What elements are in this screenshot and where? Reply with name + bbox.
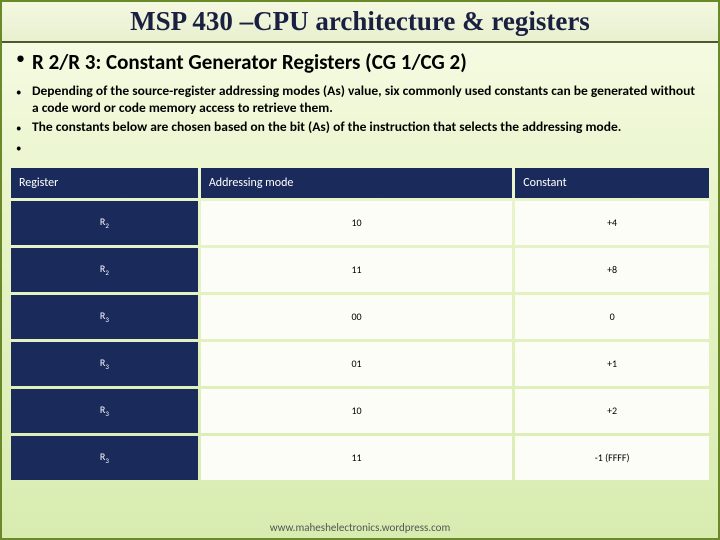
- bullet-icon: •: [16, 139, 32, 157]
- cell-constant: 0: [515, 295, 709, 339]
- cell-register: R3: [11, 295, 198, 339]
- cell-mode: 00: [201, 295, 512, 339]
- cell-constant: -1 (FFFF): [515, 436, 709, 480]
- cell-register: R3: [11, 342, 198, 386]
- cell-mode: 11: [201, 436, 512, 480]
- col-header-mode: Addressing mode: [201, 168, 512, 198]
- footer-url: www.maheshelectronics.wordpress.com: [2, 521, 718, 534]
- bullet-row-empty: •: [16, 139, 704, 157]
- bullet-icon: •: [16, 49, 32, 67]
- cell-constant: +2: [515, 389, 709, 433]
- table-row: R3 01 +1: [11, 342, 709, 386]
- cell-mode: 11: [201, 248, 512, 292]
- table-row: R2 11 +8: [11, 248, 709, 292]
- bullet-row: • Depending of the source-register addre…: [16, 83, 704, 117]
- cell-constant: +4: [515, 201, 709, 245]
- cell-register: R3: [11, 389, 198, 433]
- constants-table-wrap: Register Addressing mode Constant R2 10 …: [2, 165, 718, 483]
- bullet-text: The constants below are chosen based on …: [32, 119, 621, 136]
- cell-constant: +8: [515, 248, 709, 292]
- col-header-register: Register: [11, 168, 198, 198]
- table-row: R3 11 -1 (FFFF): [11, 436, 709, 480]
- table-row: R2 10 +4: [11, 201, 709, 245]
- bullet-icon: •: [16, 83, 32, 101]
- cell-mode: 10: [201, 201, 512, 245]
- title-bar: MSP 430 –CPU architecture & registers: [2, 2, 718, 43]
- bullet-text: Depending of the source-register address…: [32, 83, 704, 117]
- bullet-icon: •: [16, 119, 32, 137]
- subhead-text: R 2/R 3: Constant Generator Registers (C…: [32, 49, 467, 75]
- table-body: R2 10 +4 R2 11 +8 R3 00 0 R3 01 +1 R3 10: [11, 201, 709, 480]
- content-area: • R 2/R 3: Constant Generator Registers …: [2, 43, 718, 157]
- constants-table: Register Addressing mode Constant R2 10 …: [8, 165, 712, 483]
- slide-title: MSP 430 –CPU architecture & registers: [14, 6, 706, 37]
- cell-mode: 10: [201, 389, 512, 433]
- cell-constant: +1: [515, 342, 709, 386]
- table-row: R3 00 0: [11, 295, 709, 339]
- bullet-row: • The constants below are chosen based o…: [16, 119, 704, 137]
- cell-mode: 01: [201, 342, 512, 386]
- cell-register: R2: [11, 201, 198, 245]
- table-row: R3 10 +2: [11, 389, 709, 433]
- cell-register: R2: [11, 248, 198, 292]
- col-header-constant: Constant: [515, 168, 709, 198]
- table-header-row: Register Addressing mode Constant: [11, 168, 709, 198]
- subhead-row: • R 2/R 3: Constant Generator Registers …: [16, 49, 704, 81]
- cell-register: R3: [11, 436, 198, 480]
